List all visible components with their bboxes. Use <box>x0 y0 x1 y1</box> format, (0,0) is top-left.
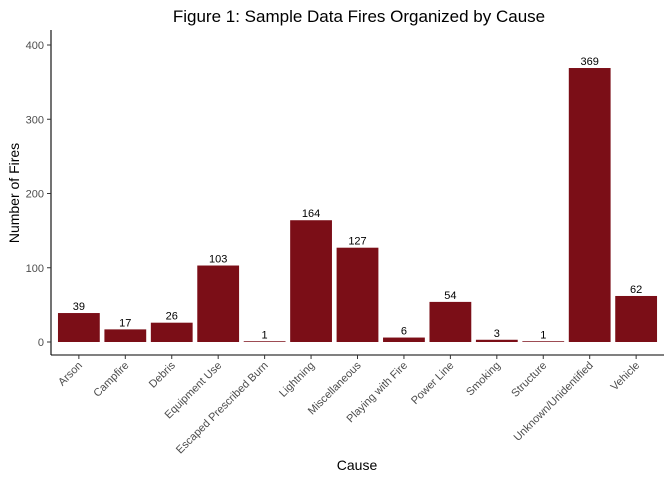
data-label-power-line: 54 <box>444 290 456 302</box>
x-tick-label: Escaped Prescribed Burn <box>174 360 271 457</box>
y-tick-label: 0 <box>38 337 44 349</box>
y-axis: 0 100 200 300 400 <box>26 30 52 355</box>
data-label-unknown-unidentified: 369 <box>581 56 599 68</box>
data-label-debris: 26 <box>166 311 178 323</box>
data-label-equipment-use: 103 <box>209 254 227 266</box>
x-axis-title: Cause <box>337 457 378 473</box>
data-label-vehicle: 62 <box>630 284 642 296</box>
y-tick-label: 200 <box>26 189 44 201</box>
x-tick-label: Unknown/Unidentified <box>512 360 596 444</box>
bar-equipment-use <box>197 265 240 342</box>
bar-arson <box>57 313 100 342</box>
y-tick-label: 100 <box>26 263 44 275</box>
bar-power-line <box>429 301 472 342</box>
data-label-playing-with-fire: 6 <box>401 326 407 338</box>
x-tick-label: Structure <box>509 360 549 400</box>
bar-structure <box>522 341 565 342</box>
bar-smoking <box>475 339 518 342</box>
x-tick-label: Arson <box>56 360 85 389</box>
data-label-miscellaneous: 127 <box>348 236 366 248</box>
x-tick-label: Vehicle <box>609 360 643 394</box>
bar-campfire <box>104 329 147 342</box>
x-tick-label: Smoking <box>464 360 503 399</box>
x-tick-label: Campfire <box>91 360 131 400</box>
data-label-campfire: 17 <box>119 317 131 329</box>
bar-vehicle <box>615 295 658 342</box>
data-label-structure: 1 <box>540 329 546 341</box>
y-tick-label: 300 <box>26 114 44 126</box>
chart-title: Figure 1: Sample Data Fires Organized by… <box>173 7 545 26</box>
data-label-lightning: 164 <box>302 208 320 220</box>
bar-debris <box>150 322 193 342</box>
x-tick-label: Lightning <box>277 360 317 400</box>
y-axis-title: Number of Fires <box>6 143 22 243</box>
bar-unknown-unidentified <box>568 68 611 343</box>
data-label-escaped-prescribed-burn: 1 <box>262 329 268 341</box>
data-label-arson: 39 <box>73 301 85 313</box>
data-labels-group: 39 17 26 103 1 164 127 6 54 3 1 369 62 <box>73 56 643 341</box>
bar-playing-with-fire <box>383 337 425 342</box>
x-tick-label: Debris <box>147 359 178 390</box>
data-label-smoking: 3 <box>494 328 500 340</box>
x-tick-label: Power Line <box>409 360 456 407</box>
bar-miscellaneous <box>336 247 379 342</box>
y-tick-label: 400 <box>26 40 44 52</box>
bar-lightning <box>290 220 332 342</box>
bar-escaped-prescribed-burn <box>243 341 286 342</box>
bars-group <box>57 68 658 343</box>
